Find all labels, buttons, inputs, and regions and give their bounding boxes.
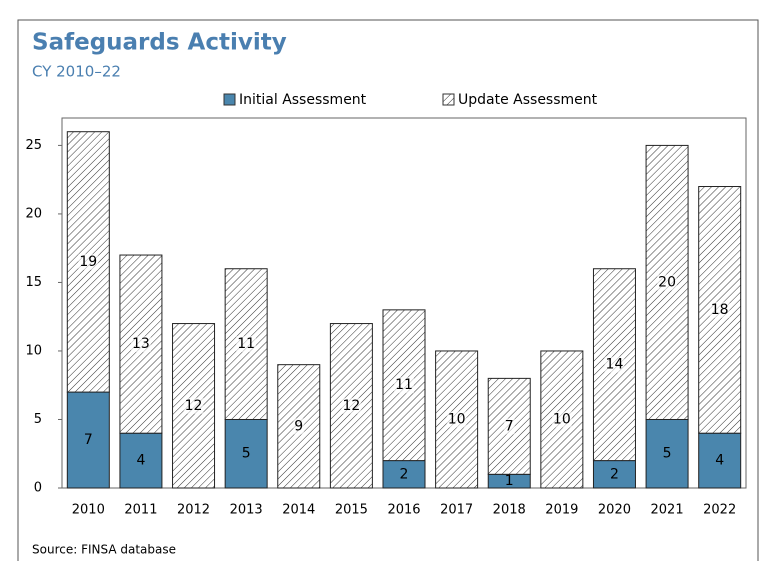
bar-segment	[119, 432, 163, 489]
label-bg	[236, 336, 257, 353]
label-bg	[446, 411, 467, 428]
data-label: 12	[342, 398, 360, 414]
label-bg	[131, 336, 151, 353]
x-tick-label: 2018	[493, 503, 526, 518]
data-label: 13	[132, 336, 150, 352]
data-label: 19	[79, 254, 97, 270]
x-tick-label: 2013	[230, 503, 263, 518]
data-label: 10	[448, 411, 466, 427]
x-tick-label: 2016	[387, 503, 420, 518]
bar-segment	[382, 460, 426, 489]
x-tick-label: 2015	[335, 503, 368, 518]
label-bg	[709, 301, 730, 318]
bar-segment	[645, 418, 689, 489]
x-tick-label: 2017	[440, 503, 473, 518]
bar-segment	[66, 391, 110, 489]
label-bg	[394, 377, 414, 394]
data-label: 12	[185, 398, 203, 414]
x-tick-label: 2019	[545, 503, 578, 518]
x-tick-label: 2020	[598, 503, 631, 518]
x-tick-label: 2021	[651, 503, 684, 518]
data-label: 20	[658, 274, 676, 290]
data-label: 11	[237, 336, 255, 352]
label-bg	[293, 418, 305, 435]
legend-swatch	[223, 93, 236, 106]
data-label: 11	[395, 377, 413, 393]
data-label: 4	[136, 453, 145, 469]
label-bg	[341, 397, 362, 414]
label-bg	[78, 253, 99, 270]
y-tick-label: 10	[25, 343, 42, 358]
data-label: 7	[84, 432, 93, 448]
data-label: 9	[294, 418, 303, 434]
x-tick-label: 2014	[282, 503, 315, 518]
label-bg	[657, 274, 677, 291]
y-tick-label: 0	[34, 481, 42, 496]
label-bg	[503, 418, 515, 435]
x-tick-label: 2011	[124, 503, 157, 518]
data-label: 14	[606, 357, 624, 373]
y-tick-label: 5	[34, 412, 42, 427]
source: Source: FINSA database	[32, 543, 176, 557]
data-label: 5	[663, 446, 672, 462]
bar-segment	[698, 432, 742, 489]
chart-title: Safeguards Activity	[32, 30, 287, 56]
label-bg	[183, 397, 204, 414]
label-bg	[551, 411, 572, 428]
data-label: 18	[711, 302, 729, 318]
legend-label: Update Assessment	[458, 92, 598, 108]
legend-label: Initial Assessment	[239, 92, 367, 108]
data-label: 7	[505, 418, 514, 434]
data-label: 4	[715, 453, 724, 469]
chart-subtitle: CY 2010–22	[32, 63, 121, 81]
label-bg	[604, 356, 625, 373]
y-tick-label: 15	[25, 275, 42, 290]
data-label: 10	[553, 411, 571, 427]
x-tick-label: 2022	[703, 503, 736, 518]
data-label: 2	[400, 466, 409, 482]
x-tick-label: 2012	[177, 503, 210, 518]
y-tick-label: 25	[25, 138, 42, 153]
data-label: 2	[610, 466, 619, 482]
y-tick-label: 20	[25, 206, 42, 221]
panel-border	[17, 19, 759, 561]
data-label: 1	[505, 473, 514, 489]
data-label: 5	[242, 446, 251, 462]
x-tick-label: 2010	[72, 503, 105, 518]
legend-swatch	[442, 93, 455, 106]
